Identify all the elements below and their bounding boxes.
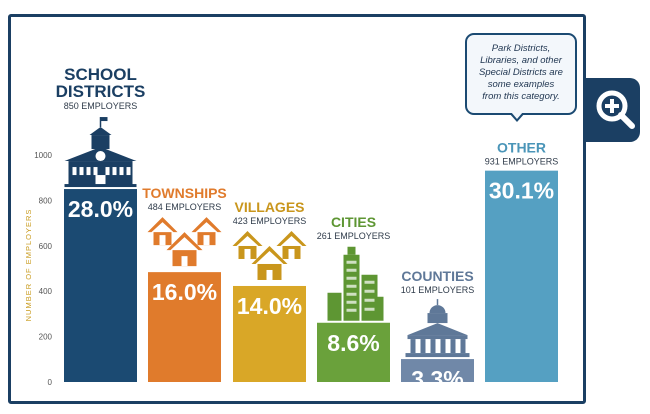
category-label: VILLAGES: [234, 199, 304, 215]
callout-line: Park Districts,: [491, 43, 551, 54]
category-label: SCHOOL: [64, 65, 137, 84]
other-callout: Park Districts, Libraries, and other Spe…: [465, 33, 577, 115]
y-tick-label: 0: [48, 378, 53, 387]
bar-percent-label: 28.0%: [68, 196, 133, 222]
bar-percent-label: 3.3%: [411, 366, 463, 392]
callout-line: Special Districts are: [479, 67, 563, 78]
bar: [233, 285, 306, 382]
category-label: TOWNSHIPS: [142, 185, 227, 201]
employers-label: 101 EMPLOYERS: [401, 285, 475, 295]
category-label: COUNTIES: [401, 268, 473, 284]
zoom-in-icon[interactable]: [592, 86, 640, 134]
bar-percent-label: 14.0%: [237, 293, 302, 319]
category-label: CITIES: [331, 214, 376, 230]
y-tick-label: 400: [39, 287, 53, 296]
y-axis: 0 200 400 600 800 1000 NUMBER OF EMPLOYERS: [24, 151, 53, 387]
category-label: OTHER: [497, 140, 546, 156]
bar-percent-label: 16.0%: [152, 279, 217, 305]
houses-icon: [232, 230, 307, 280]
employers-label: 931 EMPLOYERS: [485, 157, 559, 167]
bar: [317, 322, 390, 382]
houses-icon: [147, 217, 222, 267]
y-tick-label: 600: [39, 242, 53, 251]
employers-label: 261 EMPLOYERS: [317, 231, 391, 241]
y-tick-label: 200: [39, 333, 53, 342]
employers-label: 484 EMPLOYERS: [148, 202, 222, 212]
category-label: DISTRICTS: [56, 82, 146, 101]
y-tick-label: 800: [39, 196, 53, 205]
employers-label: 423 EMPLOYERS: [233, 216, 307, 226]
y-axis-label: NUMBER OF EMPLOYERS: [24, 209, 33, 322]
bar-percent-label: 30.1%: [489, 178, 554, 204]
schoolhouse-icon: [64, 117, 137, 188]
bar: [485, 170, 558, 382]
courthouse-icon: [405, 299, 470, 358]
callout-line: from this category.: [482, 91, 560, 102]
callout-tail-inner: [511, 112, 523, 119]
callout-line: Libraries, and other: [480, 55, 562, 66]
y-tick-label: 1000: [34, 151, 52, 160]
callout-line: some examples: [487, 79, 555, 90]
bar: [401, 359, 474, 382]
bar: [64, 189, 137, 382]
city-buildings-icon: [327, 246, 384, 321]
employers-label: 850 EMPLOYERS: [64, 101, 138, 111]
bar-percent-label: 8.6%: [327, 330, 379, 356]
bar: [148, 272, 221, 382]
